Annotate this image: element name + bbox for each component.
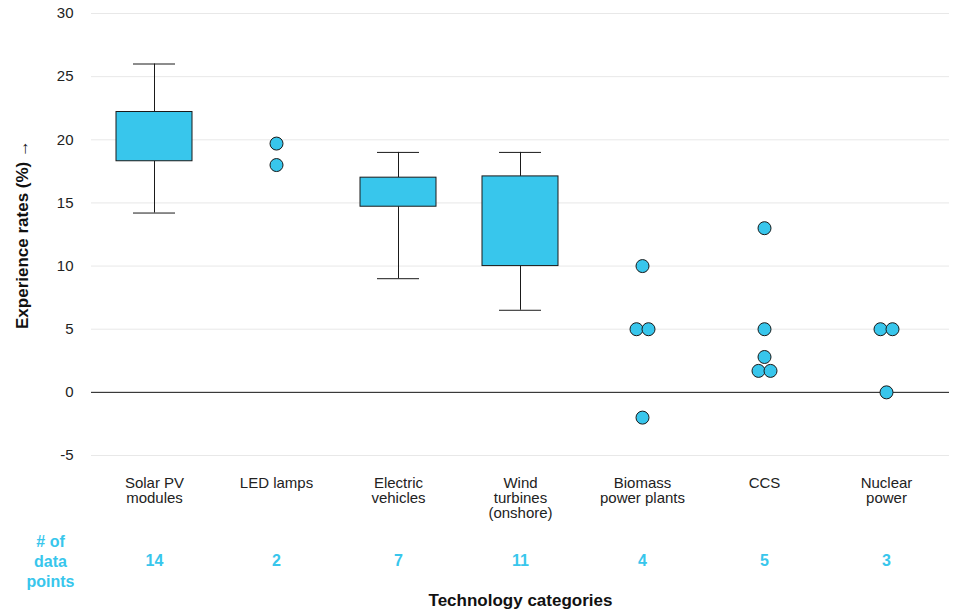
svg-text:Nuclearpower: Nuclearpower — [861, 474, 913, 506]
svg-text:Experience rates (%) →: Experience rates (%) → — [13, 140, 32, 329]
svg-text:Technology categories: Technology categories — [429, 591, 613, 610]
svg-text:7: 7 — [394, 552, 403, 569]
svg-text:4: 4 — [638, 552, 647, 569]
svg-text:# ofdatapoints: # ofdatapoints — [27, 533, 75, 590]
svg-text:-5: -5 — [60, 446, 73, 463]
svg-text:2: 2 — [272, 552, 281, 569]
svg-text:0: 0 — [65, 383, 73, 400]
svg-text:Solar PVmodules: Solar PVmodules — [125, 474, 184, 506]
svg-text:5: 5 — [760, 552, 769, 569]
svg-text:11: 11 — [512, 552, 529, 569]
svg-text:5: 5 — [65, 320, 73, 337]
svg-text:30: 30 — [57, 4, 74, 21]
svg-text:25: 25 — [57, 67, 74, 84]
svg-text:CCS: CCS — [749, 474, 781, 491]
svg-text:20: 20 — [57, 131, 74, 148]
svg-text:10: 10 — [57, 257, 74, 274]
svg-text:Biomasspower plants: Biomasspower plants — [600, 474, 685, 506]
svg-text:Electricvehicles: Electricvehicles — [371, 474, 425, 506]
svg-text:15: 15 — [57, 194, 74, 211]
svg-text:14: 14 — [146, 552, 164, 569]
svg-text:3: 3 — [882, 552, 891, 569]
svg-text:LED lamps: LED lamps — [240, 474, 313, 491]
svg-text:Windturbines(onshore): Windturbines(onshore) — [488, 474, 552, 521]
